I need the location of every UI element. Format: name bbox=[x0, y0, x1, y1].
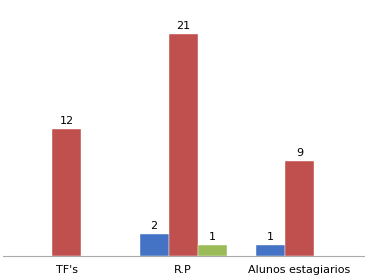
Text: 2: 2 bbox=[150, 221, 158, 231]
Bar bbox=[198, 245, 227, 255]
Text: 1: 1 bbox=[209, 232, 216, 242]
Bar bbox=[285, 161, 314, 255]
Bar bbox=[139, 234, 168, 255]
Bar bbox=[168, 34, 198, 255]
Bar bbox=[256, 245, 285, 255]
Text: 12: 12 bbox=[60, 116, 74, 126]
Text: 9: 9 bbox=[296, 148, 303, 158]
Bar bbox=[52, 129, 81, 255]
Text: 1: 1 bbox=[267, 232, 274, 242]
Text: 21: 21 bbox=[176, 21, 190, 31]
